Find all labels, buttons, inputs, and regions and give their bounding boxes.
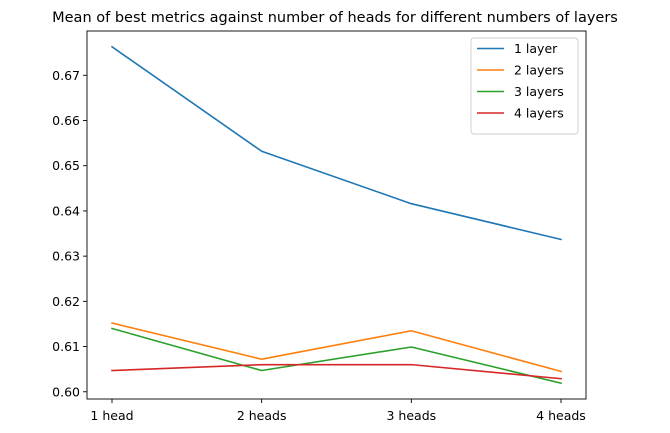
x-tick-label: 2 heads [237, 408, 287, 423]
y-tick-label: 0.63 [52, 249, 80, 264]
x-tick-label: 3 heads [387, 408, 437, 423]
legend-label: 1 layer [514, 41, 558, 56]
axes: 0.60 0.61 0.62 0.63 0.64 0.65 0.66 0.67 1 head 2 … [52, 30, 587, 423]
y-tick-label: 0.64 [52, 203, 80, 218]
plot-area [110, 45, 562, 385]
y-tick-label: 0.62 [52, 294, 80, 309]
legend-label: 2 layers [514, 63, 564, 78]
y-tick-label: 0.61 [52, 339, 80, 354]
legend-label: 4 layers [514, 106, 564, 121]
y-tick-label: 0.60 [52, 384, 80, 399]
x-tick-label: 1 head [90, 408, 133, 423]
y-tick-label: 0.67 [52, 68, 80, 83]
y-tick-label: 0.66 [52, 113, 80, 128]
x-tick-label: 4 heads [536, 408, 586, 423]
chart-title: Mean of best metrics against number of h… [52, 10, 618, 26]
legend-label: 3 layers [514, 84, 564, 99]
legend: 1 layer 2 layers 3 layers 4 layers [470, 37, 579, 135]
series-line-3 [111, 327, 562, 385]
y-tick-label: 0.65 [52, 158, 80, 173]
series-line-4 [111, 363, 562, 380]
series-line-1 [110, 45, 562, 241]
series-line-2 [111, 322, 562, 373]
axes-frame [86, 30, 587, 400]
legend-box [470, 37, 579, 135]
